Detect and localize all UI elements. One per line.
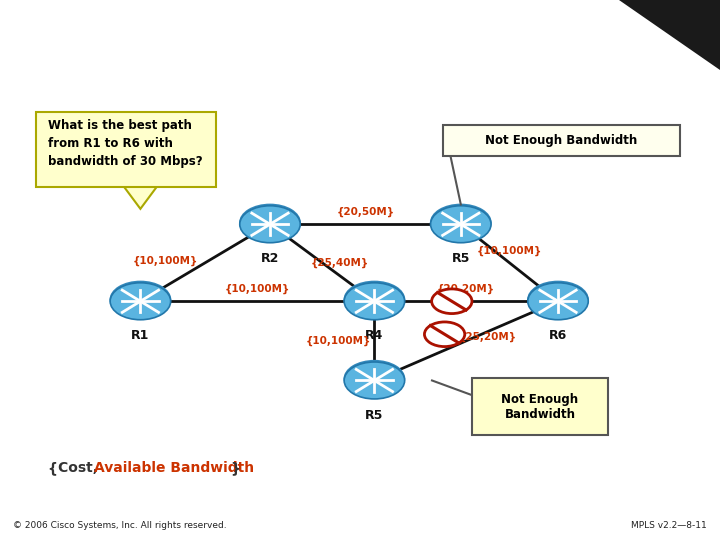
Circle shape: [344, 362, 405, 399]
Text: Not Enough Bandwidth: Not Enough Bandwidth: [485, 134, 638, 147]
Polygon shape: [122, 185, 158, 209]
Circle shape: [240, 206, 300, 242]
Text: R5: R5: [365, 409, 384, 422]
Text: {10,100M}: {10,100M}: [306, 336, 371, 346]
Text: {25,20M}: {25,20M}: [459, 332, 517, 342]
Circle shape: [109, 281, 171, 319]
Circle shape: [110, 283, 171, 320]
Polygon shape: [619, 0, 720, 70]
FancyBboxPatch shape: [443, 125, 680, 156]
Circle shape: [431, 206, 491, 242]
Circle shape: [527, 281, 589, 319]
Text: R2: R2: [261, 252, 279, 265]
Text: R6: R6: [549, 329, 567, 342]
Text: {25,40M}: {25,40M}: [311, 258, 369, 268]
Text: Available Bandwidth: Available Bandwidth: [94, 462, 253, 476]
Text: {10,100M}: {10,100M}: [133, 255, 198, 266]
Text: {20,20M}: {20,20M}: [437, 284, 495, 294]
Circle shape: [344, 283, 405, 320]
Circle shape: [430, 204, 492, 241]
Circle shape: [424, 322, 465, 347]
Text: {20,50M}: {20,50M}: [336, 207, 395, 217]
Text: R5: R5: [451, 252, 470, 265]
FancyBboxPatch shape: [36, 112, 216, 187]
Text: {10,100M}: {10,100M}: [225, 284, 290, 294]
Text: What is the best path
from R1 to R6 with
bandwidth of 30 Mbps?: What is the best path from R1 to R6 with…: [48, 119, 203, 168]
Circle shape: [343, 360, 405, 397]
Circle shape: [239, 204, 301, 241]
Text: © 2006 Cisco Systems, Inc. All rights reserved.: © 2006 Cisco Systems, Inc. All rights re…: [13, 521, 227, 530]
Circle shape: [528, 283, 588, 320]
Text: Not Enough
Bandwidth: Not Enough Bandwidth: [501, 393, 579, 421]
Text: {10,100M}: {10,100M}: [477, 245, 542, 255]
Text: R1: R1: [131, 329, 150, 342]
Circle shape: [431, 289, 472, 314]
Text: }: }: [230, 462, 240, 476]
FancyBboxPatch shape: [472, 378, 608, 435]
Text: R4: R4: [365, 329, 384, 342]
Text: Cost,: Cost,: [58, 462, 103, 476]
Text: {: {: [47, 462, 57, 476]
Circle shape: [343, 281, 405, 319]
Text: Constraint-Based Path Computation (Cont.): Constraint-Based Path Computation (Cont.…: [18, 29, 633, 53]
Text: MPLS v2.2—8-11: MPLS v2.2—8-11: [631, 521, 707, 530]
